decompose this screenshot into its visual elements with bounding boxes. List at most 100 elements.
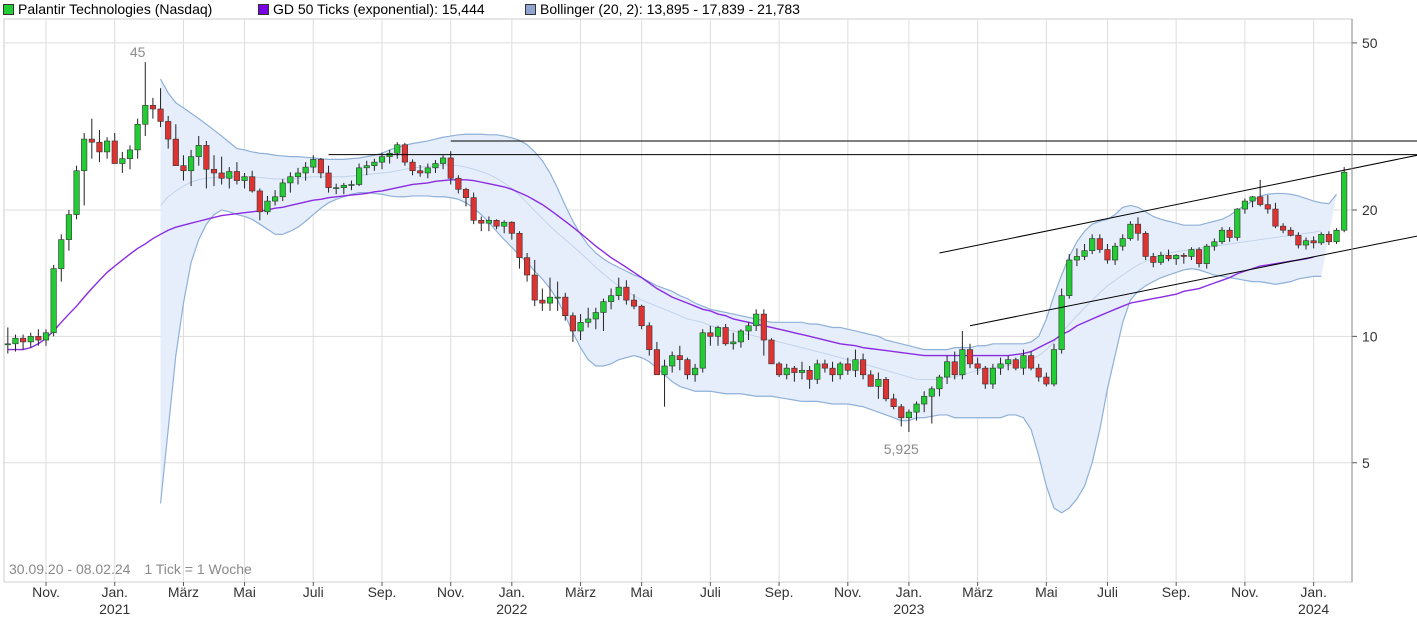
candle-body <box>585 318 592 323</box>
candle-body <box>1157 254 1164 263</box>
candle-body <box>829 367 836 376</box>
candle-body <box>516 232 523 258</box>
candle-body <box>348 184 355 186</box>
candle-body <box>226 171 233 179</box>
candle-body <box>210 168 218 174</box>
candle-body <box>126 149 134 159</box>
candle-body <box>363 165 370 169</box>
candle-body <box>455 177 462 190</box>
x-tick-label: Nov. <box>32 584 60 600</box>
candle-body <box>653 349 660 376</box>
candle-body <box>81 138 88 172</box>
candle-body <box>1058 295 1065 350</box>
x-year-label: 2024 <box>1298 601 1329 617</box>
candle-body <box>142 105 149 125</box>
trendline <box>939 154 1417 254</box>
candle-body <box>600 301 607 313</box>
candle-body <box>676 355 683 360</box>
candle-body <box>1196 249 1203 264</box>
legend-swatch-ema <box>258 3 269 15</box>
candle-body <box>340 184 347 188</box>
x-tick-label: März <box>962 584 993 600</box>
candle-body <box>714 327 722 337</box>
candle-body <box>447 157 454 179</box>
candle-body <box>898 406 905 419</box>
candle-body <box>1066 259 1073 296</box>
candle-body <box>279 182 286 198</box>
candle-body <box>745 325 752 332</box>
candle-body <box>35 336 42 341</box>
candle-body <box>325 172 332 188</box>
bollinger-upper-line <box>160 78 1338 351</box>
candle-body <box>776 363 783 376</box>
candle-body <box>1295 235 1302 246</box>
bollinger-lower-line <box>159 191 1322 514</box>
candle-body <box>569 315 576 332</box>
legend-item-bollinger[interactable]: Bollinger (20, 2): 13,895 - 17,839 - 21,… <box>525 0 800 18</box>
legend-item-ema[interactable]: GD 50 Ticks (exponential): 15,444 <box>258 0 485 18</box>
candle-body <box>195 145 202 157</box>
chart-legend: Palantir Technologies (Nasdaq) GD 50 Tic… <box>0 0 1417 18</box>
candle-body <box>531 274 538 301</box>
candle-body <box>1226 229 1233 238</box>
candle-body <box>608 295 615 302</box>
candle-body <box>233 171 240 181</box>
candle-body <box>1318 234 1325 244</box>
candle-body <box>188 156 195 172</box>
candle-body <box>1310 240 1317 244</box>
candle-body <box>577 322 584 332</box>
candle-body <box>20 337 27 343</box>
candle-body <box>905 411 912 419</box>
x-tick-label: Juli <box>303 584 324 600</box>
candle-body <box>462 189 470 198</box>
legend-item-price[interactable]: Palantir Technologies (Nasdaq) <box>3 0 212 18</box>
candle-body <box>928 388 935 397</box>
candle-body <box>287 176 294 184</box>
candle-body <box>1234 208 1241 238</box>
candle-body <box>722 327 729 345</box>
candle-body <box>1020 355 1027 369</box>
y-tick-label: 5 <box>1362 455 1370 471</box>
ema-line-layer <box>7 179 1314 357</box>
candle-body <box>615 286 622 296</box>
candle-body <box>936 376 943 390</box>
candle-body <box>844 363 851 371</box>
candle-body <box>157 108 164 122</box>
candle-body <box>294 172 302 178</box>
candle-body <box>1188 249 1195 257</box>
date-range-label: 30.09.20 - 08.02.24 <box>9 561 131 577</box>
candle-body <box>1257 196 1264 205</box>
x-tick-label: Nov. <box>834 584 862 600</box>
x-tick-label: März <box>565 584 596 600</box>
candle-body <box>42 332 50 341</box>
candle-body <box>88 138 95 143</box>
candle-body <box>65 214 72 240</box>
x-tick-label: Sep. <box>1162 584 1191 600</box>
y-tick-label: 20 <box>1362 202 1378 218</box>
candle-body <box>149 105 156 110</box>
candle-body <box>737 330 744 343</box>
candle-body <box>1142 232 1149 257</box>
candle-body <box>546 296 554 304</box>
candle-body <box>1005 359 1012 365</box>
candle-body <box>921 395 928 405</box>
candle-body <box>493 219 500 227</box>
candle-body <box>401 144 408 163</box>
candle-body <box>73 170 80 215</box>
candle-body <box>1012 359 1019 369</box>
candle-body <box>241 176 248 181</box>
candlestick-layer <box>4 62 1348 432</box>
candle-body <box>707 332 714 337</box>
candle-body <box>119 158 126 164</box>
candle-body <box>524 257 531 276</box>
x-tick-label: Nov. <box>1231 584 1259 600</box>
candle-body <box>798 370 806 373</box>
candle-body <box>218 172 225 179</box>
annotation-layer: 45 5,925 <box>130 44 919 457</box>
candle-body <box>378 156 386 163</box>
chart-info: 30.09.20 - 08.02.24 1 Tick = 1 Woche <box>9 561 262 577</box>
candle-body <box>470 197 477 221</box>
candle-body <box>890 398 897 407</box>
